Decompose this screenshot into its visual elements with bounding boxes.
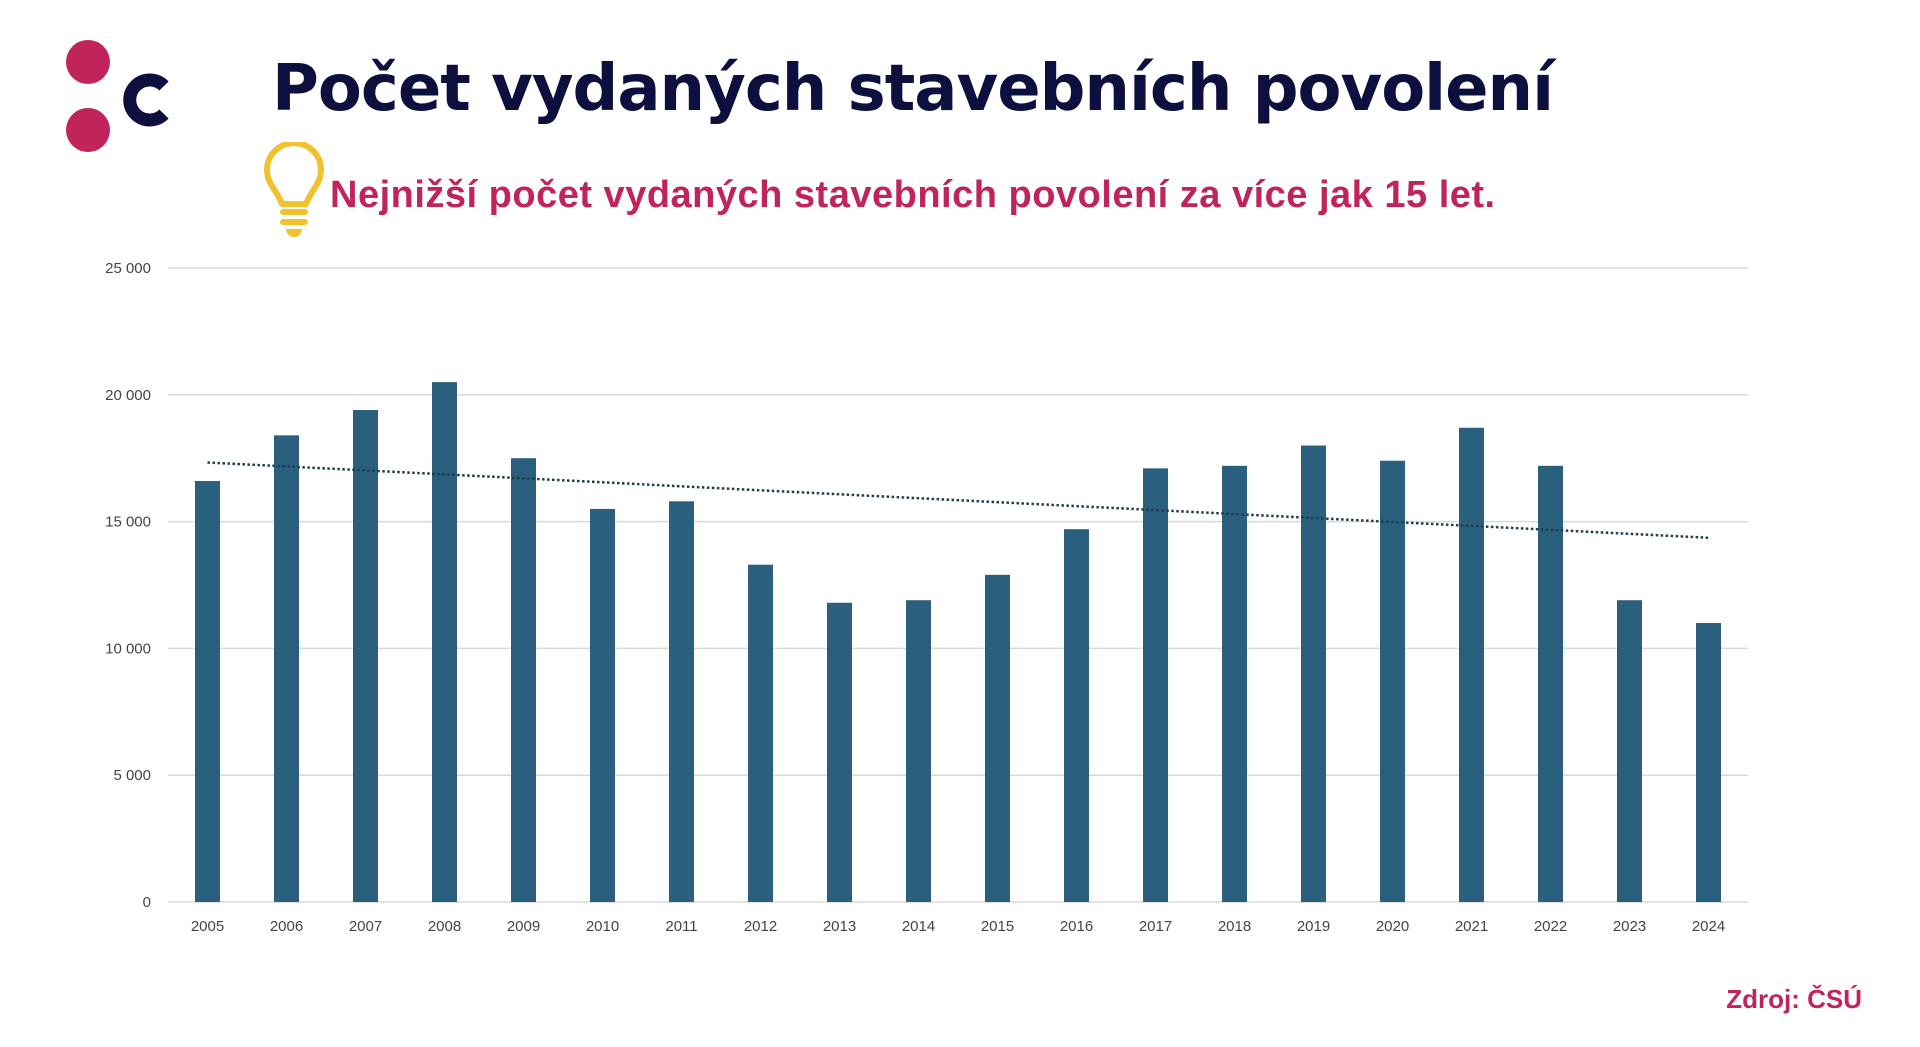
x-tick-label: 2006 [270, 918, 303, 935]
x-tick-label: 2018 [1218, 918, 1251, 935]
lightbulb-icon [264, 142, 324, 237]
bar-2024 [1696, 623, 1721, 902]
bar-2023 [1617, 600, 1642, 902]
bar-2009 [511, 458, 536, 902]
bar-2005 [195, 481, 220, 902]
y-tick-label: 5 000 [113, 767, 151, 784]
y-tick-label: 0 [143, 894, 151, 911]
x-tick-label: 2009 [507, 918, 540, 935]
bar-2013 [827, 602, 852, 902]
x-tick-label: 2005 [191, 918, 224, 935]
bar-2006 [274, 435, 299, 902]
bar-2017 [1143, 468, 1168, 902]
bar-2021 [1459, 427, 1484, 902]
x-tick-label: 2014 [902, 918, 935, 935]
bar-2011 [669, 501, 694, 902]
x-tick-label: 2024 [1692, 918, 1725, 935]
x-tick-label: 2008 [428, 918, 461, 935]
x-tick-label: 2021 [1455, 918, 1488, 935]
x-tick-label: 2020 [1376, 918, 1409, 935]
y-tick-label: 15 000 [105, 514, 151, 531]
bar-2019 [1301, 445, 1326, 902]
y-tick-label: 10 000 [105, 640, 151, 657]
bar-2022 [1538, 465, 1563, 902]
logo [66, 40, 169, 152]
bar-2020 [1380, 460, 1405, 902]
x-tick-label: 2016 [1060, 918, 1093, 935]
x-tick-label: 2023 [1613, 918, 1646, 935]
x-tick-label: 2022 [1534, 918, 1567, 935]
x-tick-label: 2007 [349, 918, 382, 935]
bar-2018 [1222, 465, 1247, 902]
trendline [207, 461, 1709, 540]
source-note: Zdroj: ČSÚ [1726, 984, 1862, 1014]
bar-2014 [906, 600, 931, 902]
y-tick-label: 25 000 [105, 260, 151, 277]
subtitle: Nejnižší počet vydaných stavebních povol… [330, 174, 1496, 216]
x-tick-label: 2012 [744, 918, 777, 935]
x-tick-label: 2015 [981, 918, 1014, 935]
y-tick-label: 20 000 [105, 387, 151, 404]
x-tick-label: 2019 [1297, 918, 1330, 935]
page-title: Počet vydaných stavebních povolení [272, 52, 1554, 126]
x-tick-label: 2010 [586, 918, 619, 935]
bar-2008 [432, 382, 457, 902]
x-tick-label: 2013 [823, 918, 856, 935]
bar-2012 [748, 564, 773, 902]
bar-2015 [985, 574, 1010, 902]
bar-2007 [353, 410, 378, 902]
bar-2016 [1064, 529, 1089, 902]
bar-2010 [590, 508, 615, 902]
x-tick-label: 2011 [665, 918, 697, 935]
x-tick-label: 2017 [1139, 918, 1172, 935]
